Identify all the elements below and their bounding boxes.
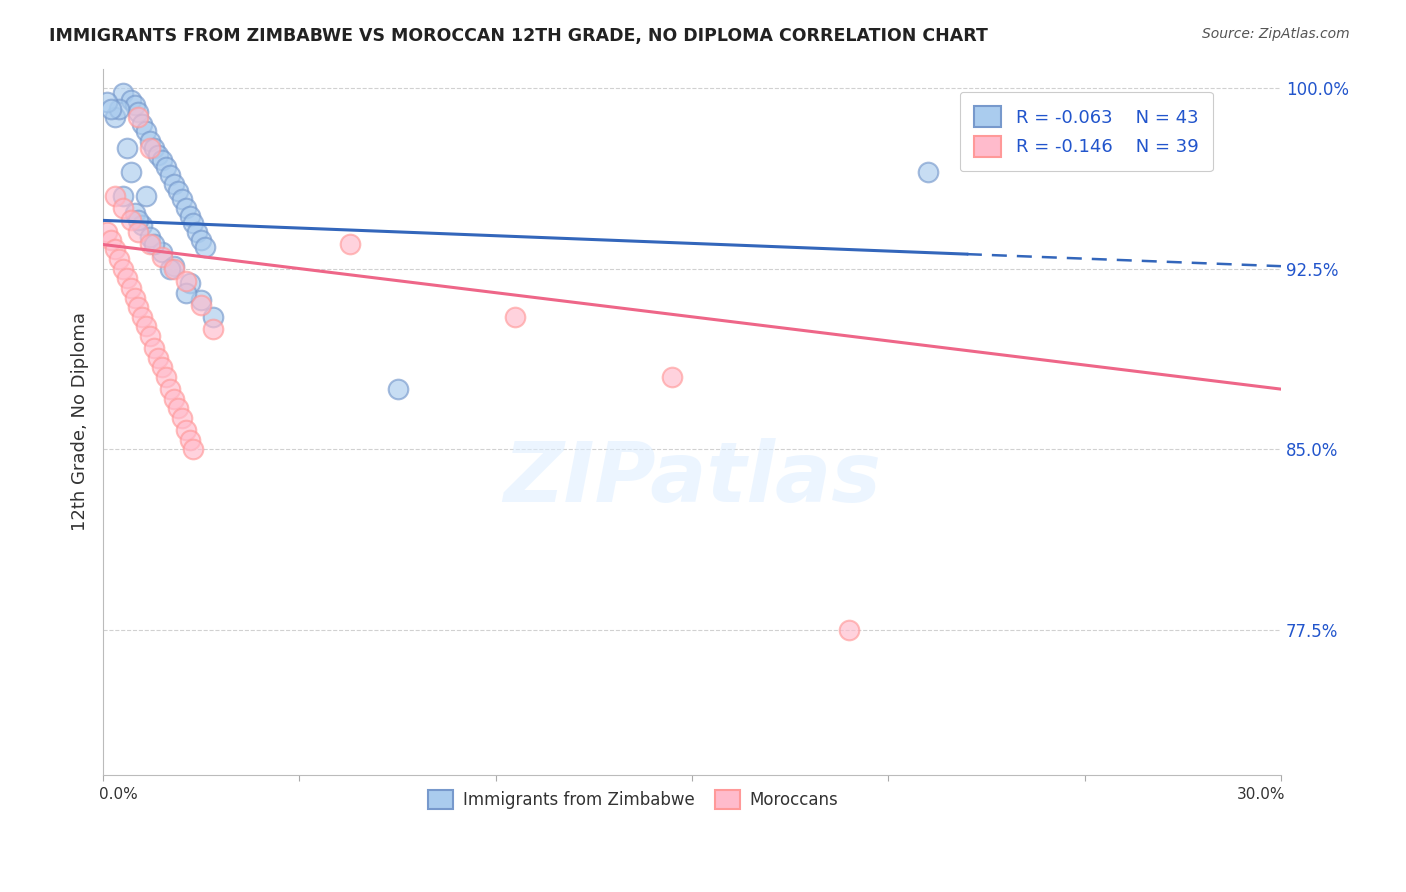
Point: [143, 341, 166, 355]
Point: [111, 86, 134, 100]
Text: 30.0%: 30.0%: [1236, 787, 1285, 802]
Point: [131, 310, 153, 324]
Point: [139, 329, 162, 343]
Point: [166, 401, 188, 416]
Point: [139, 134, 162, 148]
Point: [339, 237, 361, 252]
Point: [917, 165, 939, 179]
Point: [104, 242, 127, 256]
Point: [179, 209, 201, 223]
Point: [190, 233, 212, 247]
Point: [163, 261, 186, 276]
Point: [143, 141, 166, 155]
Y-axis label: 12th Grade, No Diploma: 12th Grade, No Diploma: [72, 312, 89, 531]
Point: [661, 370, 683, 384]
Point: [170, 411, 193, 425]
Point: [115, 271, 138, 285]
Point: [170, 192, 193, 206]
Point: [143, 237, 166, 252]
Legend: Immigrants from Zimbabwe, Moroccans: Immigrants from Zimbabwe, Moroccans: [422, 783, 845, 816]
Point: [124, 291, 146, 305]
Point: [190, 293, 212, 307]
Point: [127, 226, 149, 240]
Point: [163, 178, 186, 192]
Point: [120, 165, 142, 179]
Point: [124, 97, 146, 112]
Point: [100, 103, 122, 117]
Point: [127, 110, 149, 124]
Point: [146, 148, 169, 162]
Point: [104, 189, 127, 203]
Point: [174, 423, 197, 437]
Text: ZIPatlas: ZIPatlas: [503, 438, 882, 518]
Point: [131, 117, 153, 131]
Text: 0.0%: 0.0%: [100, 787, 138, 802]
Point: [120, 281, 142, 295]
Point: [146, 351, 169, 365]
Point: [111, 261, 134, 276]
Point: [111, 189, 134, 203]
Point: [166, 185, 188, 199]
Point: [202, 310, 225, 324]
Point: [183, 442, 205, 457]
Point: [111, 202, 134, 216]
Point: [163, 392, 186, 406]
Point: [127, 300, 149, 314]
Point: [120, 213, 142, 227]
Point: [150, 153, 173, 168]
Point: [174, 274, 197, 288]
Point: [104, 110, 127, 124]
Point: [159, 261, 181, 276]
Point: [190, 298, 212, 312]
Point: [139, 141, 162, 155]
Point: [163, 259, 186, 273]
Point: [174, 285, 197, 300]
Point: [155, 161, 177, 175]
Point: [150, 244, 173, 259]
Point: [387, 382, 409, 396]
Point: [96, 95, 118, 110]
Point: [179, 433, 201, 447]
Point: [139, 237, 162, 252]
Point: [120, 93, 142, 107]
Point: [174, 202, 197, 216]
Point: [135, 189, 157, 203]
Point: [108, 252, 131, 266]
Point: [115, 141, 138, 155]
Point: [155, 370, 177, 384]
Point: [194, 240, 217, 254]
Point: [183, 216, 205, 230]
Text: IMMIGRANTS FROM ZIMBABWE VS MOROCCAN 12TH GRADE, NO DIPLOMA CORRELATION CHART: IMMIGRANTS FROM ZIMBABWE VS MOROCCAN 12T…: [49, 27, 988, 45]
Point: [150, 250, 173, 264]
Point: [100, 233, 122, 247]
Point: [202, 322, 225, 336]
Point: [131, 218, 153, 232]
Text: Source: ZipAtlas.com: Source: ZipAtlas.com: [1202, 27, 1350, 41]
Point: [135, 124, 157, 138]
Point: [179, 276, 201, 290]
Point: [150, 360, 173, 375]
Point: [505, 310, 527, 324]
Point: [186, 226, 208, 240]
Point: [127, 213, 149, 227]
Point: [108, 103, 131, 117]
Point: [124, 206, 146, 220]
Point: [838, 623, 860, 637]
Point: [139, 230, 162, 244]
Point: [159, 382, 181, 396]
Point: [96, 226, 118, 240]
Point: [135, 319, 157, 334]
Point: [159, 168, 181, 182]
Point: [127, 104, 149, 119]
